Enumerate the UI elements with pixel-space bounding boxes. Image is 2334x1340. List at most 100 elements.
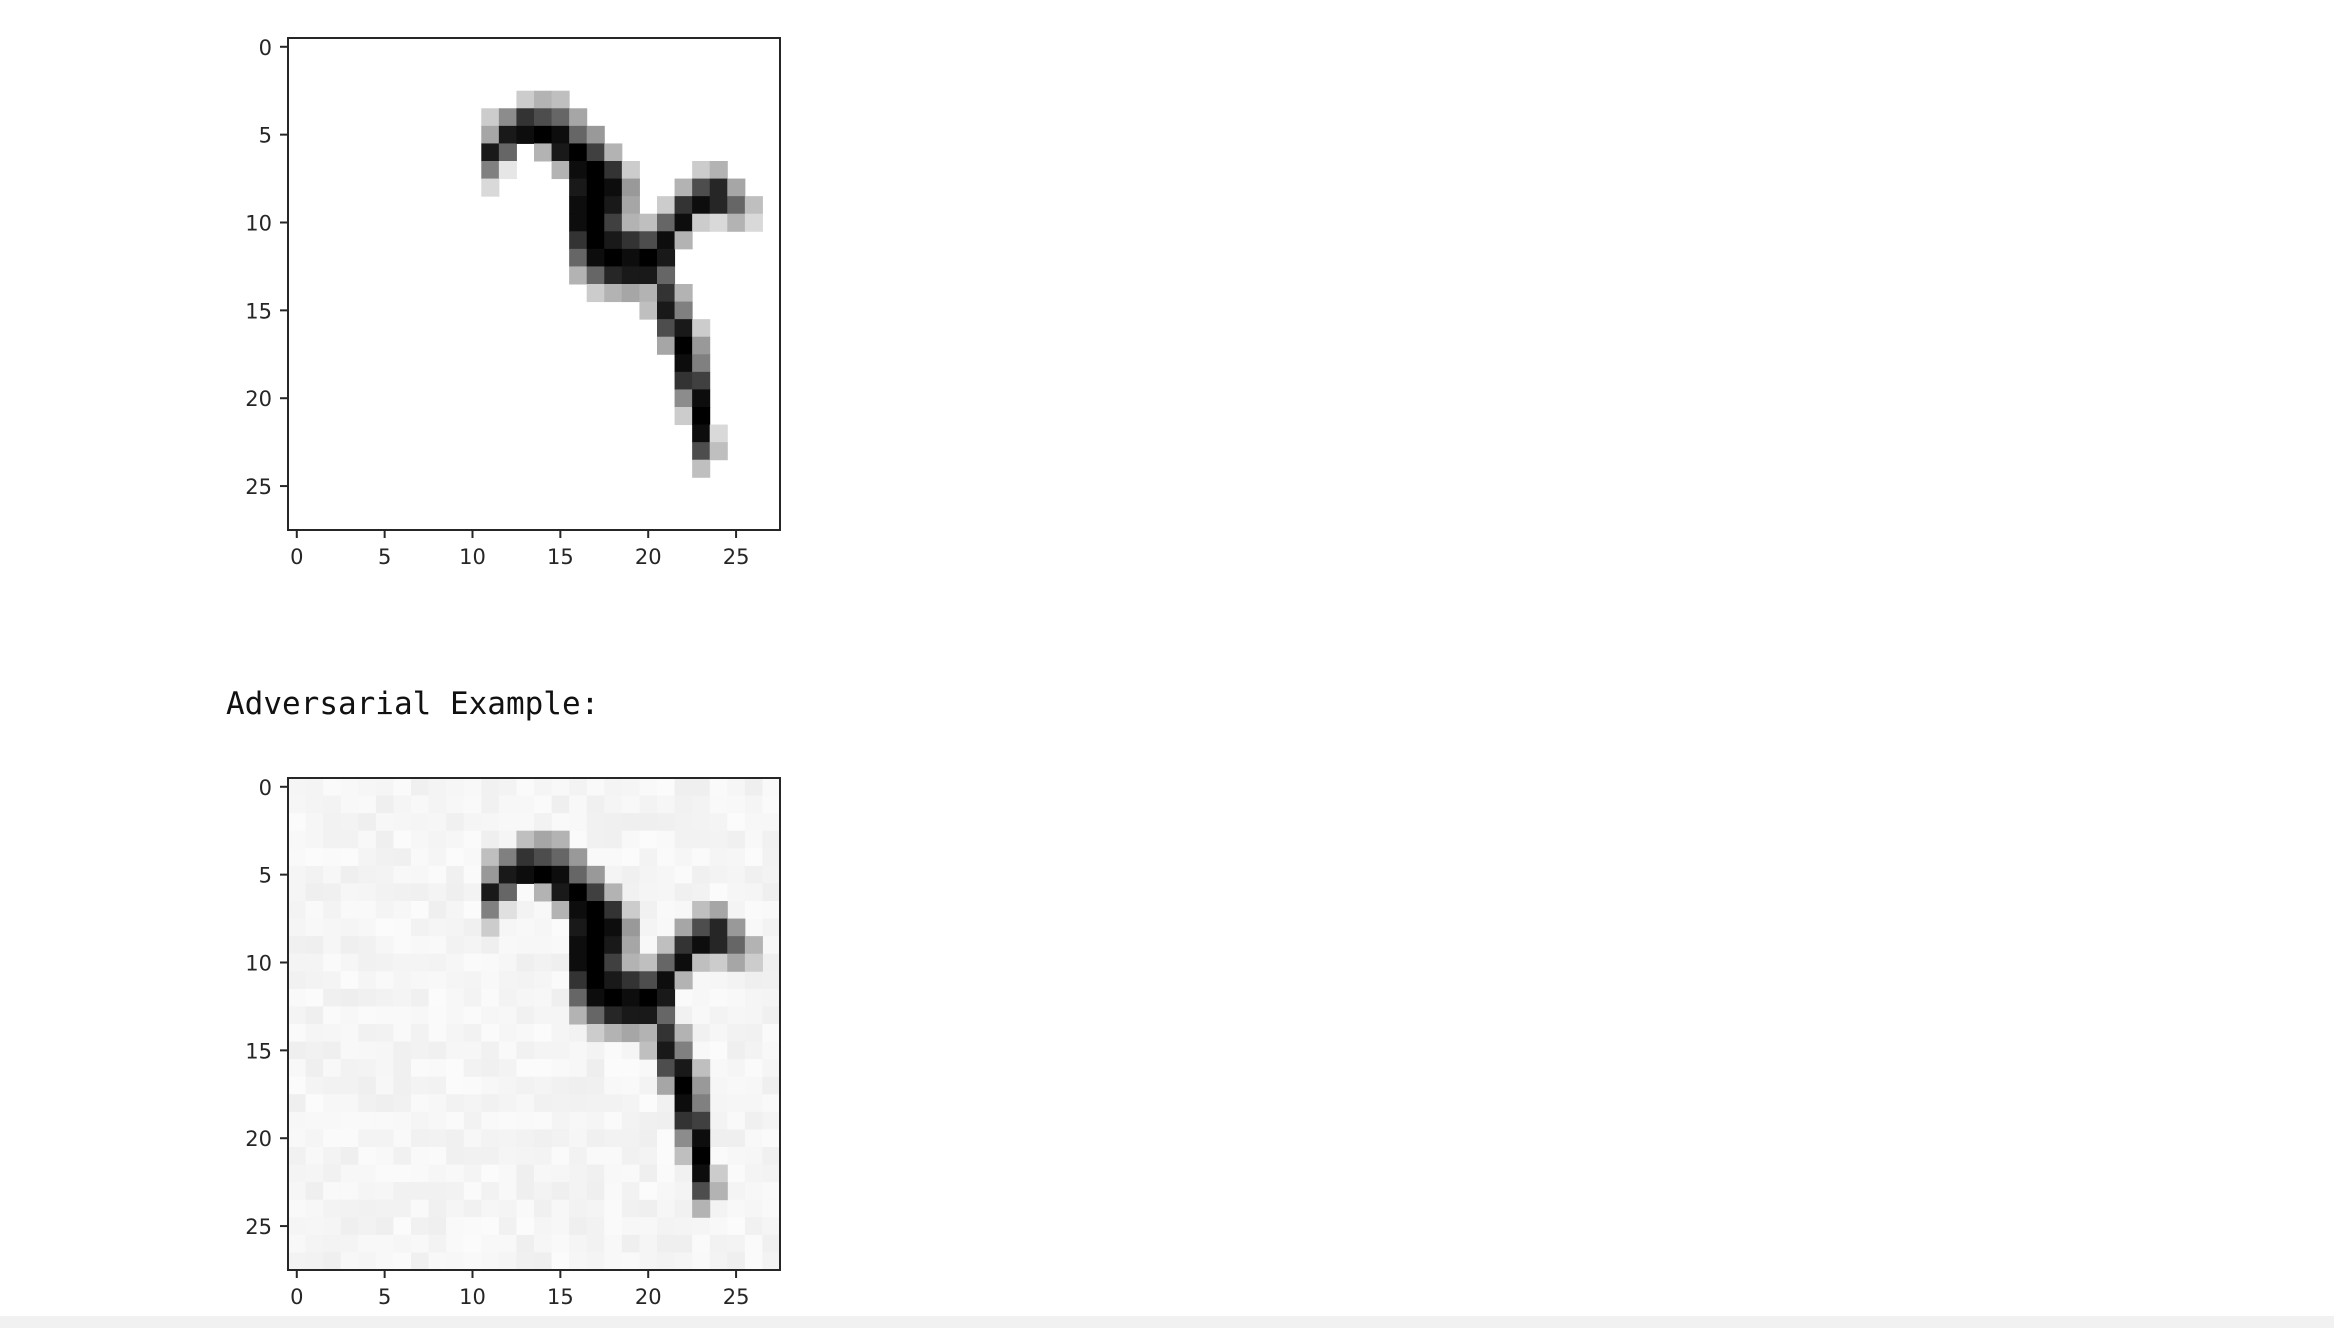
noise-pixel xyxy=(551,1111,570,1130)
noise-pixel xyxy=(446,988,465,1007)
image-pixel xyxy=(674,213,693,232)
noise-pixel xyxy=(709,1111,728,1130)
y-tick-label: 20 xyxy=(245,387,272,411)
image-pixel xyxy=(692,442,711,461)
noise-pixel xyxy=(428,1164,447,1183)
noise-pixel xyxy=(727,1252,746,1271)
noise-pixel xyxy=(340,1111,359,1130)
image-pixel xyxy=(674,953,693,972)
noise-pixel xyxy=(604,813,623,832)
image-pixel xyxy=(692,1164,711,1183)
image-pixel xyxy=(569,161,588,180)
noise-pixel xyxy=(551,1076,570,1095)
image-pixel xyxy=(657,988,676,1007)
noise-pixel xyxy=(446,1006,465,1025)
noise-pixel xyxy=(498,1217,517,1236)
noise-pixel xyxy=(709,1217,728,1236)
noise-pixel xyxy=(375,1006,394,1025)
noise-pixel xyxy=(639,918,658,937)
x-tick-label: 25 xyxy=(723,1285,750,1309)
image-pixel xyxy=(604,971,623,990)
noise-pixel xyxy=(516,778,535,797)
noise-pixel xyxy=(709,795,728,814)
noise-pixel xyxy=(762,1147,781,1166)
noise-pixel xyxy=(428,865,447,884)
image-pixel xyxy=(586,901,605,920)
image-pixel xyxy=(551,865,570,884)
noise-pixel xyxy=(586,1164,605,1183)
noise-pixel xyxy=(692,830,711,849)
noise-pixel xyxy=(727,1217,746,1236)
image-pixel xyxy=(639,284,658,303)
noise-pixel xyxy=(498,1129,517,1148)
noise-pixel xyxy=(340,813,359,832)
noise-pixel xyxy=(411,1199,430,1218)
noise-pixel xyxy=(393,901,412,920)
noise-pixel xyxy=(534,901,553,920)
image-pixel xyxy=(569,108,588,127)
noise-pixel xyxy=(446,1076,465,1095)
noise-pixel xyxy=(709,830,728,849)
noise-pixel xyxy=(288,778,307,797)
image-pixel xyxy=(569,231,588,250)
image-pixel xyxy=(586,196,605,215)
image-pixel xyxy=(498,143,517,162)
noise-pixel xyxy=(604,1041,623,1060)
noise-pixel xyxy=(674,988,693,1007)
noise-pixel xyxy=(621,778,640,797)
noise-pixel xyxy=(393,778,412,797)
noise-pixel xyxy=(340,971,359,990)
noise-pixel xyxy=(358,988,377,1007)
image-pixel xyxy=(534,883,553,902)
image-pixel xyxy=(657,284,676,303)
noise-pixel xyxy=(463,1234,482,1253)
image-pixel xyxy=(604,178,623,197)
noise-pixel xyxy=(516,936,535,955)
noise-pixel xyxy=(375,1024,394,1043)
noise-pixel xyxy=(323,883,342,902)
noise-pixel xyxy=(727,1059,746,1078)
noise-pixel xyxy=(375,1111,394,1130)
image-pixel xyxy=(744,213,763,232)
image-pixel xyxy=(621,213,640,232)
image-pixel xyxy=(481,108,500,127)
noise-pixel xyxy=(375,1234,394,1253)
noise-pixel xyxy=(744,1006,763,1025)
noise-pixel xyxy=(657,883,676,902)
noise-pixel xyxy=(323,1006,342,1025)
noise-pixel xyxy=(288,988,307,1007)
noise-pixel xyxy=(762,1217,781,1236)
noise-pixel xyxy=(446,971,465,990)
image-pixel xyxy=(604,918,623,937)
image-pixel xyxy=(692,213,711,232)
noise-pixel xyxy=(621,883,640,902)
noise-pixel xyxy=(551,1006,570,1025)
image-pixel xyxy=(604,284,623,303)
image-pixel xyxy=(604,266,623,285)
noise-pixel xyxy=(498,918,517,937)
noise-pixel xyxy=(639,1076,658,1095)
noise-pixel xyxy=(358,936,377,955)
noise-pixel xyxy=(446,1111,465,1130)
noise-pixel xyxy=(709,1006,728,1025)
noise-pixel xyxy=(305,1234,324,1253)
noise-pixel xyxy=(305,918,324,937)
noise-pixel xyxy=(586,1041,605,1060)
noise-pixel xyxy=(288,918,307,937)
noise-pixel xyxy=(604,1076,623,1095)
image-pixel xyxy=(569,953,588,972)
image-pixel xyxy=(586,936,605,955)
image-pixel xyxy=(674,336,693,355)
noise-pixel xyxy=(288,953,307,972)
noise-pixel xyxy=(463,988,482,1007)
noise-pixel xyxy=(463,795,482,814)
image-pixel xyxy=(674,178,693,197)
noise-pixel xyxy=(692,778,711,797)
image-pixel xyxy=(744,953,763,972)
image-pixel xyxy=(692,1129,711,1148)
y-tick-label: 0 xyxy=(259,36,272,60)
noise-pixel xyxy=(411,1041,430,1060)
adversarial-example-caption: Adversarial Example: xyxy=(226,686,600,722)
noise-pixel xyxy=(692,1041,711,1060)
noise-pixel xyxy=(586,830,605,849)
